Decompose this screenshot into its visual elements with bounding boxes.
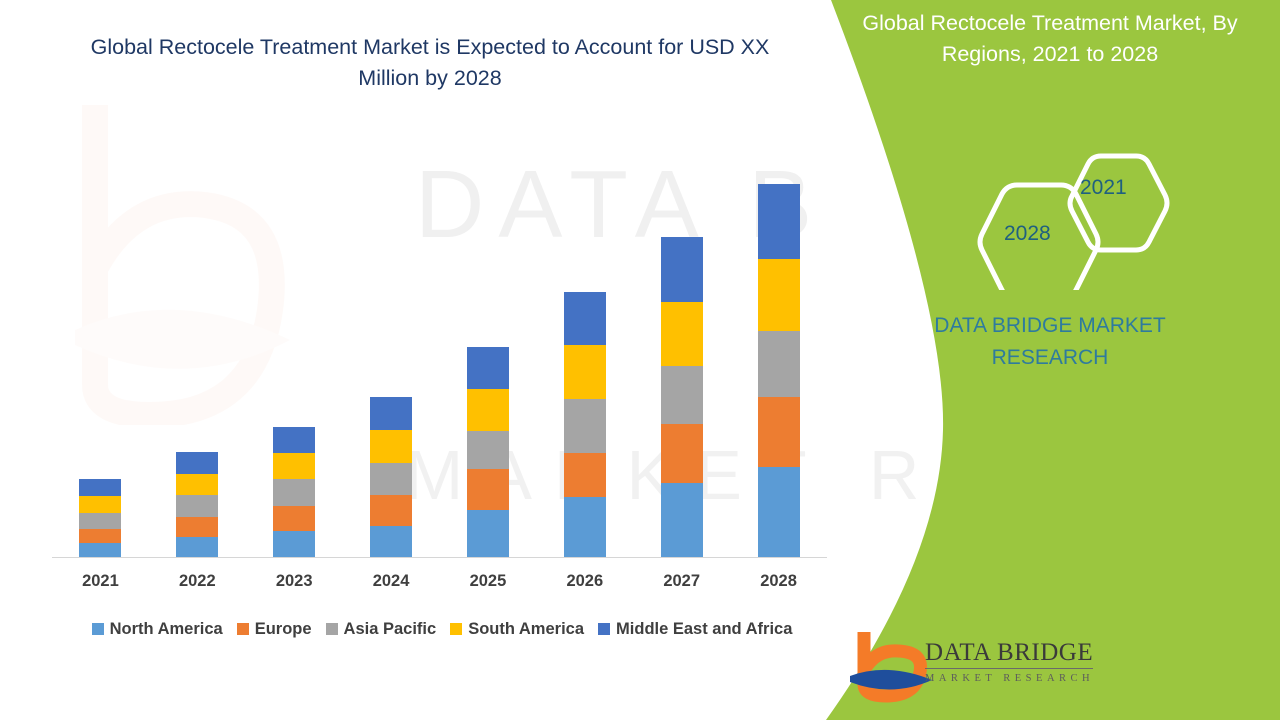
logo-subtitle: MARKET RESEARCH: [925, 673, 1095, 684]
legend-label: Middle East and Africa: [616, 619, 793, 638]
legend-swatch-icon: [91, 623, 104, 635]
logo-title: DATA BRIDGE: [925, 639, 1094, 669]
bar-column-2025[interactable]: [466, 347, 509, 558]
bar-segment[interactable]: [757, 331, 800, 397]
hexagons-icon: [977, 153, 1170, 302]
chart-panel: Global Rectocele Treatment Market is Exp…: [52, 35, 832, 641]
legend-label: South America: [468, 619, 585, 638]
bar-chart-plot: [52, 170, 827, 558]
bar-segment[interactable]: [176, 452, 219, 474]
bar-segment[interactable]: [176, 537, 219, 558]
bar-segment[interactable]: [79, 496, 122, 513]
bar-segment[interactable]: [757, 467, 800, 558]
hexagon-group: 2021 2028: [960, 140, 1180, 302]
green-panel-shape: [826, 0, 1280, 720]
chart-legend: North America Europe Asia Pacific South Ame…: [52, 617, 832, 641]
bar-segment[interactable]: [466, 431, 509, 469]
bar-segment[interactable]: [563, 399, 606, 453]
bar-segment[interactable]: [466, 347, 509, 389]
hexagon-label-2021: 2021: [1080, 176, 1127, 199]
x-axis-line: [52, 557, 827, 558]
legend-label: North America: [109, 619, 223, 638]
bar-segment[interactable]: [757, 397, 800, 467]
legend-swatch-icon: [598, 623, 611, 635]
bar-segment[interactable]: [370, 526, 413, 558]
bar-segment[interactable]: [273, 531, 316, 558]
bar-segment[interactable]: [757, 184, 800, 259]
bar-column-2024[interactable]: [370, 397, 413, 558]
bar-segment[interactable]: [660, 237, 703, 302]
page-title: Global Rectocele Treatment Market is Exp…: [90, 35, 770, 90]
hexagon-label-2028: 2028: [1004, 222, 1051, 245]
x-axis-label-2027: 2027: [663, 572, 701, 590]
bar-column-2026[interactable]: [563, 292, 606, 558]
bar-column-2028[interactable]: [757, 184, 800, 558]
x-axis-label-2028: 2028: [760, 572, 797, 590]
x-axis-label-2023: 2023: [275, 572, 313, 590]
legend-item[interactable]: Asia Pacific: [325, 619, 437, 639]
bar-segment[interactable]: [563, 292, 606, 345]
x-axis-label-2022: 2022: [178, 572, 216, 590]
bar-segment[interactable]: [466, 469, 509, 510]
bar-segment[interactable]: [79, 479, 122, 496]
legend-swatch-icon: [325, 623, 338, 635]
legend-item[interactable]: Middle East and Africa: [598, 620, 792, 639]
bar-segment[interactable]: [757, 259, 800, 331]
bar-column-2023[interactable]: [273, 427, 316, 558]
bar-segment[interactable]: [370, 430, 413, 463]
legend-label: Asia Pacific: [343, 619, 437, 638]
legend-label: Europe: [254, 619, 312, 638]
bar-column-2021[interactable]: [79, 479, 122, 558]
panel-title: Global Rectocele Treatment Market, By Re…: [862, 11, 1238, 66]
x-axis-label-2024: 2024: [372, 572, 410, 590]
legend-item[interactable]: North America: [91, 619, 223, 639]
brand-line-2: RESEARCH: [991, 346, 1109, 369]
bar-segment[interactable]: [273, 506, 316, 531]
bar-segment[interactable]: [660, 302, 703, 366]
bar-column-2027[interactable]: [660, 237, 703, 558]
x-axis-labels: 2021 2022 2023 2024 2025 2026 2027 2028: [52, 572, 827, 602]
bar-segment[interactable]: [563, 497, 606, 558]
legend-item[interactable]: Europe: [236, 619, 312, 639]
brand-name: DATA BRIDGE MARKET RESEARCH: [840, 310, 1260, 374]
bar-segment[interactable]: [273, 479, 316, 506]
green-side-panel: Global Rectocele Treatment Market, By Re…: [820, 0, 1280, 720]
bar-segment[interactable]: [79, 513, 122, 529]
legend-swatch-icon: [450, 623, 463, 635]
bar-segment[interactable]: [563, 453, 606, 497]
bar-segment[interactable]: [466, 510, 509, 558]
bar-segment[interactable]: [79, 543, 122, 558]
bar-segment[interactable]: [176, 517, 219, 537]
bar-segment[interactable]: [273, 453, 316, 479]
bar-segment[interactable]: [176, 495, 219, 517]
data-bridge-logo-icon: [850, 632, 932, 703]
bar-segment[interactable]: [176, 474, 219, 495]
bar-segment[interactable]: [370, 463, 413, 495]
legend-item[interactable]: South America: [450, 620, 584, 639]
bar-segment[interactable]: [79, 529, 122, 543]
bar-segment[interactable]: [370, 397, 413, 430]
logo-text: DATA BRIDGE MARKET RESEARCH: [925, 639, 1094, 684]
x-axis-label-2025: 2025: [469, 572, 507, 590]
x-axis-label-2026: 2026: [566, 572, 604, 590]
bar-column-2022[interactable]: [176, 452, 219, 558]
bar-segment[interactable]: [660, 424, 703, 483]
legend-swatch-icon: [236, 623, 249, 635]
bar-segment[interactable]: [563, 345, 606, 399]
bar-segment[interactable]: [370, 495, 413, 526]
brand-line-1: DATA BRIDGE MARKET: [934, 314, 1166, 337]
bar-segment[interactable]: [660, 483, 703, 558]
bar-segment[interactable]: [660, 366, 703, 424]
bar-segment[interactable]: [273, 427, 316, 453]
bar-segment[interactable]: [466, 389, 509, 431]
x-axis-label-2021: 2021: [82, 572, 119, 590]
